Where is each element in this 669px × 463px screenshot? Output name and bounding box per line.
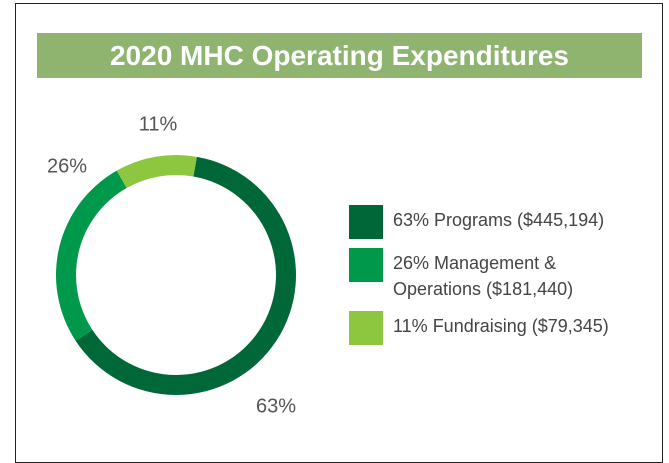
legend-item: 11% Fundraising ($79,345) [349,311,649,345]
donut-segment [56,170,127,341]
data-label: 11% [139,113,178,135]
legend-swatch [349,311,383,345]
legend-item: 63% Programs ($445,194) [349,205,649,239]
legend-label: 63% Programs ($445,194) [393,210,605,230]
page: 2020 MHC Operating Expenditures 63% 26% 11… [15,3,663,463]
chart: 63% 26% 11% [47,113,296,417]
donut-segment [116,155,197,189]
data-label: 26% [47,155,87,177]
legend-swatch [349,248,383,282]
legend: 63% Programs ($445,194) 26% Management & … [349,205,649,354]
legend-label: 26% Management & Operations ($181,440) [393,253,574,299]
chart-title: 2020 MHC Operating Expenditures [37,33,642,78]
data-label: 63% [256,395,296,417]
legend-item: 26% Management & Operations ($181,440) [349,248,649,302]
legend-swatch [349,205,383,239]
legend-label: 11% Fundraising ($79,345) [393,316,609,336]
